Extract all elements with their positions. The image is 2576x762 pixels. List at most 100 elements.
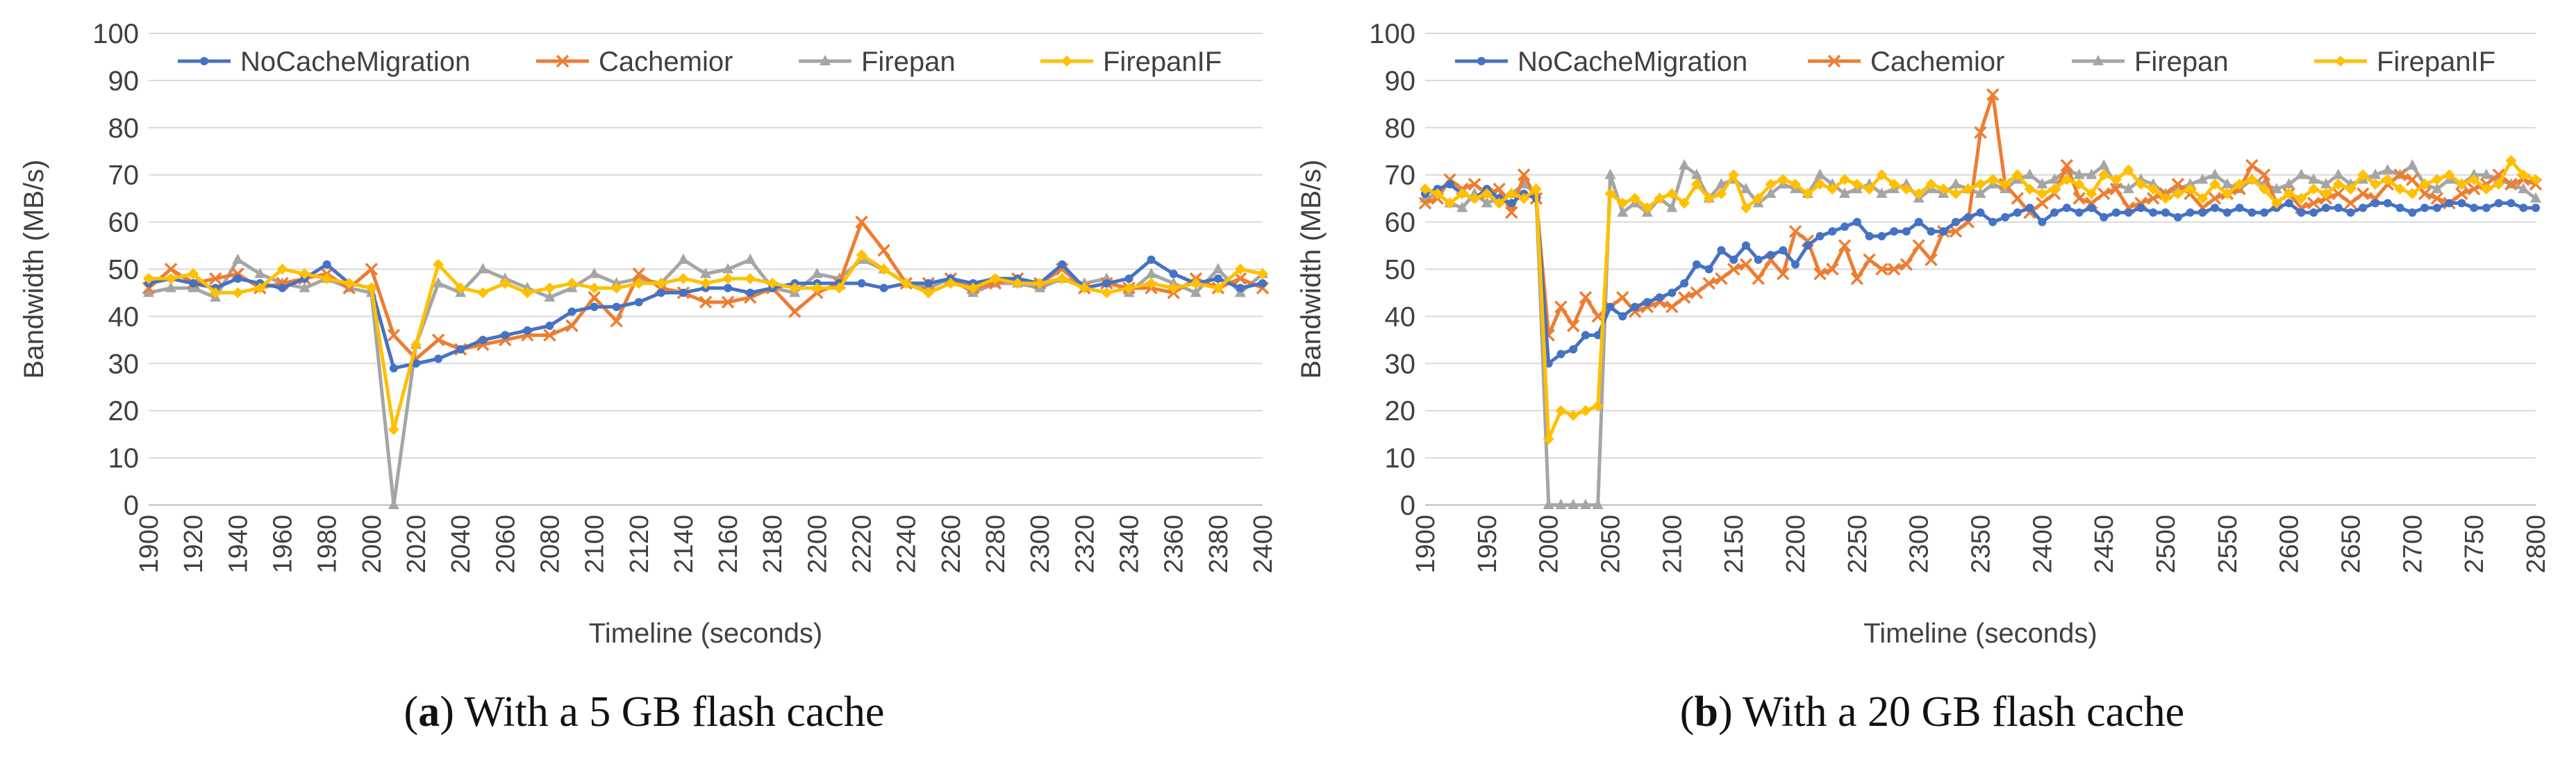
data-point [2467,182,2481,196]
x-tick-label: 2700 [2398,515,2427,574]
y-tick-label: 50 [108,255,140,285]
x-tick-label: 1900 [135,515,164,574]
data-point [1668,288,1677,297]
data-point [388,499,399,509]
data-point [477,263,489,274]
data-point [365,282,377,294]
legend-item: Firepan [799,47,956,77]
data-point [1079,282,1090,294]
data-point [1813,267,1827,281]
data-point [1592,400,1604,412]
series-line [148,258,1264,507]
data-point [1939,227,1948,236]
data-point [1258,279,1267,288]
y-tick-label: 40 [108,301,140,332]
data-point [1213,274,1222,283]
legend-item: FirepanIF [1040,47,1222,77]
y-tick-label: 70 [108,160,140,191]
data-point [1900,178,1912,189]
data-point [1481,188,1493,199]
data-point [1530,183,1542,195]
data-point [499,277,511,289]
data-point [1876,187,1888,198]
data-point [1715,178,1727,189]
data-point [2097,187,2111,201]
data-point [2308,173,2320,184]
data-point [2197,173,2209,184]
x-tick-label: 2100 [1658,515,1687,574]
data-point [254,282,266,294]
data-point [1606,302,1615,311]
y-tick-label: 90 [108,66,140,97]
data-point [544,282,556,294]
data-point [1986,88,2000,101]
data-point [2480,168,2492,179]
data-point [2257,168,2271,181]
series-line [1424,158,2536,441]
data-point [388,424,399,436]
data-point [1739,258,1753,271]
data-point [1974,126,1987,139]
data-point [410,339,422,351]
series-firepanif [143,249,1268,436]
legend-marker [556,54,570,68]
data-point [1604,168,1616,179]
data-point [2431,183,2443,194]
data-point [232,253,244,264]
data-point [522,287,533,299]
data-point [433,258,444,270]
data-point [2062,204,2071,213]
data-point [2480,183,2492,195]
data-point [1852,217,1861,226]
data-point [1618,312,1627,321]
x-tick-label: 2400 [1249,515,1278,574]
data-point [1167,282,1179,294]
x-tick-label: 2600 [2275,515,2304,574]
data-point [2086,168,2097,179]
data-point [1431,188,1443,199]
data-point [545,321,554,330]
data-point [1765,187,1777,198]
data-point [567,307,576,316]
data-point [389,364,398,373]
data-point [433,276,444,288]
series-nocachemigration [1421,180,2540,368]
data-point [1863,183,1875,195]
data-point [2530,192,2541,203]
data-point [2270,197,2282,209]
data-point [1145,277,1157,289]
data-point [2147,178,2159,189]
data-point [2011,169,2023,181]
data-point [1826,263,1839,276]
data-point [855,215,868,229]
data-point [1704,265,1713,274]
x-tick-label: 2040 [447,515,476,574]
data-point [1840,222,1850,231]
data-point [1554,300,1568,314]
data-point [2147,183,2159,195]
data-point [2419,179,2431,190]
data-point [1056,273,1068,285]
data-point [2345,183,2357,195]
data-point [1631,302,1640,311]
data-point [1850,272,1864,285]
data-point [1765,179,1777,190]
data-point [1914,217,1923,226]
data-point [1167,276,1179,288]
data-point [2075,208,2084,217]
data-point [2024,168,2036,179]
legend-label: Cachemior [1870,47,2004,77]
data-point [2161,208,2170,217]
x-tick-label: 2280 [981,515,1011,574]
data-point [299,281,310,292]
data-point [1581,331,1590,340]
data-point [523,326,532,335]
data-point [1951,217,1960,226]
data-point [1692,260,1701,269]
x-tick-label: 1980 [313,515,342,574]
data-point [1616,291,1629,304]
x-tick-label: 2020 [402,515,431,574]
y-tick-label: 60 [108,208,140,238]
data-point [2482,204,2491,213]
data-point [2209,168,2221,179]
